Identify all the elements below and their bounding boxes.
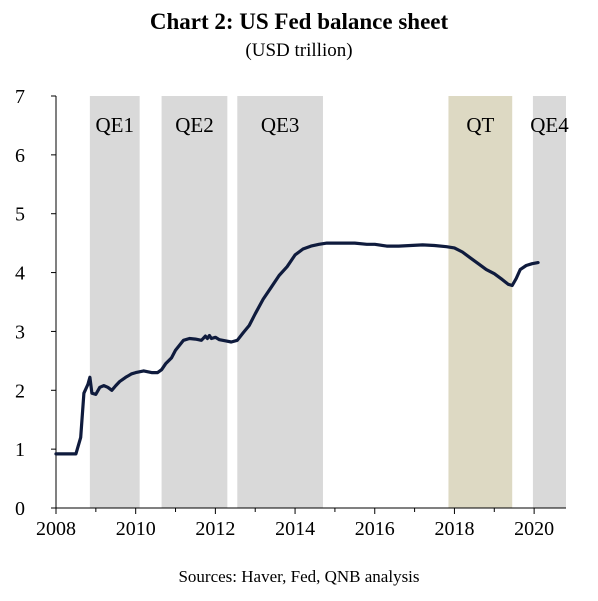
chart-axes: 0 1 2 3 4 5 6 7 2008 2010 2012 2014 2016 2018 2020 bbox=[15, 86, 566, 540]
x-tick-label: 2012 bbox=[195, 518, 235, 540]
policy-bands bbox=[89, 96, 566, 508]
band-qt bbox=[448, 96, 513, 508]
y-tick-label: 5 bbox=[15, 204, 25, 226]
y-tick-label: 6 bbox=[15, 145, 25, 167]
band-qe1 bbox=[89, 96, 140, 508]
band-label-qe3: QE3 bbox=[261, 113, 300, 137]
balance-sheet-line bbox=[54, 241, 540, 456]
y-tick-label: 2 bbox=[15, 380, 25, 402]
y-tick-label: 4 bbox=[15, 263, 25, 285]
y-tick-label: 0 bbox=[15, 498, 25, 520]
x-tick-label: 2018 bbox=[434, 518, 474, 540]
y-tick-label: 3 bbox=[15, 321, 25, 343]
x-tick-label: 2020 bbox=[514, 518, 554, 540]
y-tick-label: 7 bbox=[15, 86, 25, 108]
band-label-qe1: QE1 bbox=[96, 113, 135, 137]
x-tick-label: 2014 bbox=[275, 518, 315, 540]
chart-title: Chart 2: US Fed balance sheet bbox=[149, 9, 449, 34]
band-qe4 bbox=[532, 96, 566, 508]
x-tick-label: 2008 bbox=[36, 518, 76, 540]
band-label-qe2: QE2 bbox=[175, 113, 214, 137]
band-qe3 bbox=[237, 96, 323, 508]
chart-subtitle: (USD trillion) bbox=[245, 40, 353, 61]
band-qe2 bbox=[161, 96, 228, 508]
x-tick-label: 2010 bbox=[116, 518, 156, 540]
policy-band-labels: QE1 QE2 QE3 QT QE4 bbox=[96, 113, 570, 137]
band-label-qe4: QE4 bbox=[530, 113, 569, 137]
series-layer bbox=[54, 241, 540, 456]
band-label-qt: QT bbox=[466, 113, 494, 137]
x-tick-label: 2016 bbox=[355, 518, 395, 540]
y-tick-label: 1 bbox=[15, 439, 25, 461]
chart-source: Sources: Haver, Fed, QNB analysis bbox=[178, 567, 420, 586]
